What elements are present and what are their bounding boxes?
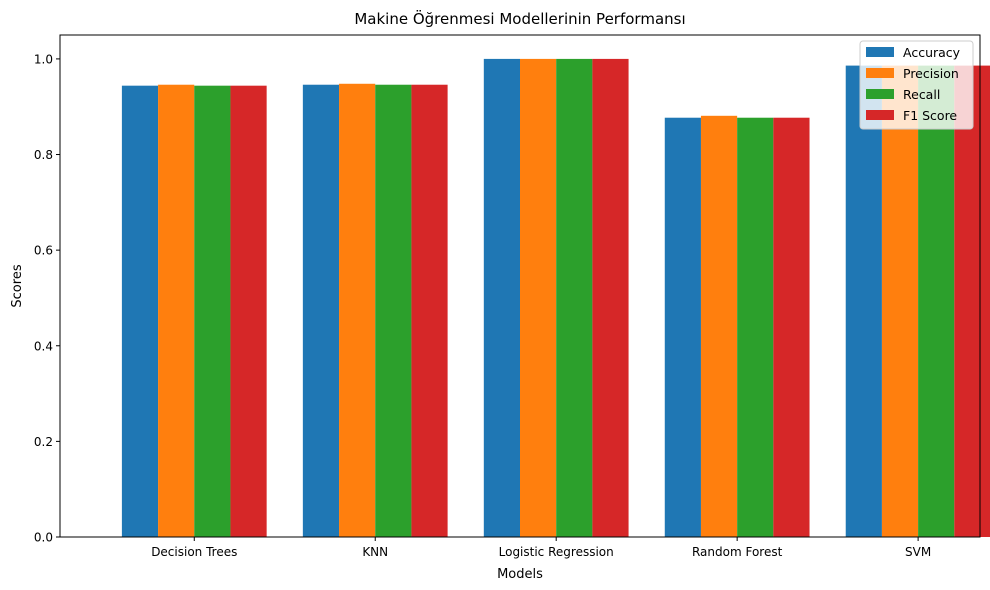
y-tick-label: 0.8: [34, 148, 53, 162]
bar-f1-score-knn: [411, 84, 448, 537]
bar-f1-score-logistic-regression: [592, 58, 629, 538]
bar-recall-random-forest: [737, 117, 774, 538]
bar-recall-svm: [918, 65, 955, 537]
bar-recall-knn: [375, 84, 412, 537]
chart-title: Makine Öğrenmesi Modellerinin Performans…: [354, 9, 685, 28]
y-axis: 0.0 0.2 0.4 0.6 0.8 1.0: [34, 52, 60, 545]
legend-swatch: [866, 68, 894, 78]
legend-swatch: [866, 47, 894, 57]
bar-accuracy-decision-trees: [121, 85, 159, 538]
bar-precision-knn: [339, 83, 376, 538]
bar-precision-svm: [881, 65, 919, 537]
bar-accuracy-svm: [845, 65, 882, 537]
plot-frame: [59, 34, 981, 538]
legend: Accuracy Precision Recall F1 Score: [859, 40, 974, 130]
bars-group: [121, 58, 990, 538]
legend-swatch: [866, 89, 894, 99]
legend-label: F1 Score: [903, 108, 957, 123]
bar-precision-random-forest: [700, 115, 738, 538]
bar-precision-logistic-regression: [520, 58, 557, 538]
bar-precision-decision-trees: [158, 84, 195, 537]
bar-accuracy-knn: [302, 84, 340, 537]
x-tick-label: KNN: [362, 545, 388, 559]
y-tick-label: 0.4: [34, 339, 53, 353]
x-axis: Decision Trees KNN Logistic Regression Rand…: [151, 537, 931, 559]
legend-label: Recall: [903, 87, 940, 102]
x-tick-label: SVM: [905, 545, 931, 559]
bar-recall-logistic-regression: [556, 58, 593, 538]
legend-swatch: [866, 110, 894, 120]
bar-f1-score-svm: [954, 65, 990, 537]
y-axis-label: Scores: [10, 264, 25, 307]
legend-label: Accuracy: [903, 45, 961, 60]
bar-recall-decision-trees: [194, 85, 231, 538]
legend-box: [859, 40, 974, 130]
y-tick-label: 1.0: [34, 52, 53, 66]
legend-label: Precision: [903, 66, 959, 81]
x-tick-label: Logistic Regression: [499, 545, 614, 559]
y-tick-label: 0.6: [34, 244, 53, 258]
x-axis-label: Models: [497, 567, 543, 582]
bar-accuracy-random-forest: [664, 117, 701, 538]
y-tick-label: 0.2: [34, 435, 53, 449]
x-tick-label: Decision Trees: [151, 545, 237, 559]
bar-f1-score-decision-trees: [230, 85, 267, 538]
y-tick-label: 0.0: [34, 531, 53, 545]
x-tick-label: Random Forest: [692, 545, 783, 559]
bar-f1-score-random-forest: [773, 117, 810, 538]
bar-accuracy-logistic-regression: [483, 58, 520, 538]
